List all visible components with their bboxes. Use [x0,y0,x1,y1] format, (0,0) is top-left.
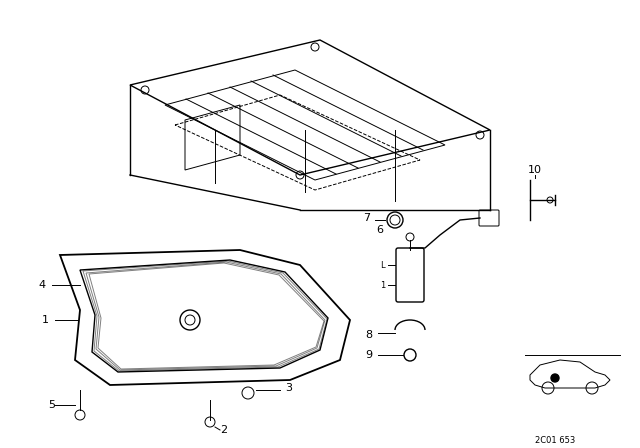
Text: 3: 3 [285,383,292,393]
Text: 2C01 653: 2C01 653 [535,435,575,444]
Text: 1: 1 [380,280,385,289]
Text: 8: 8 [365,330,372,340]
Circle shape [551,374,559,382]
Text: 10: 10 [528,165,542,175]
Text: 1: 1 [42,315,49,325]
Text: 4: 4 [38,280,45,290]
Text: 9: 9 [365,350,372,360]
Text: L: L [380,260,385,270]
Text: 7: 7 [363,213,370,223]
Text: 2: 2 [220,425,227,435]
Text: 5: 5 [48,400,55,410]
Text: 6: 6 [376,225,383,235]
